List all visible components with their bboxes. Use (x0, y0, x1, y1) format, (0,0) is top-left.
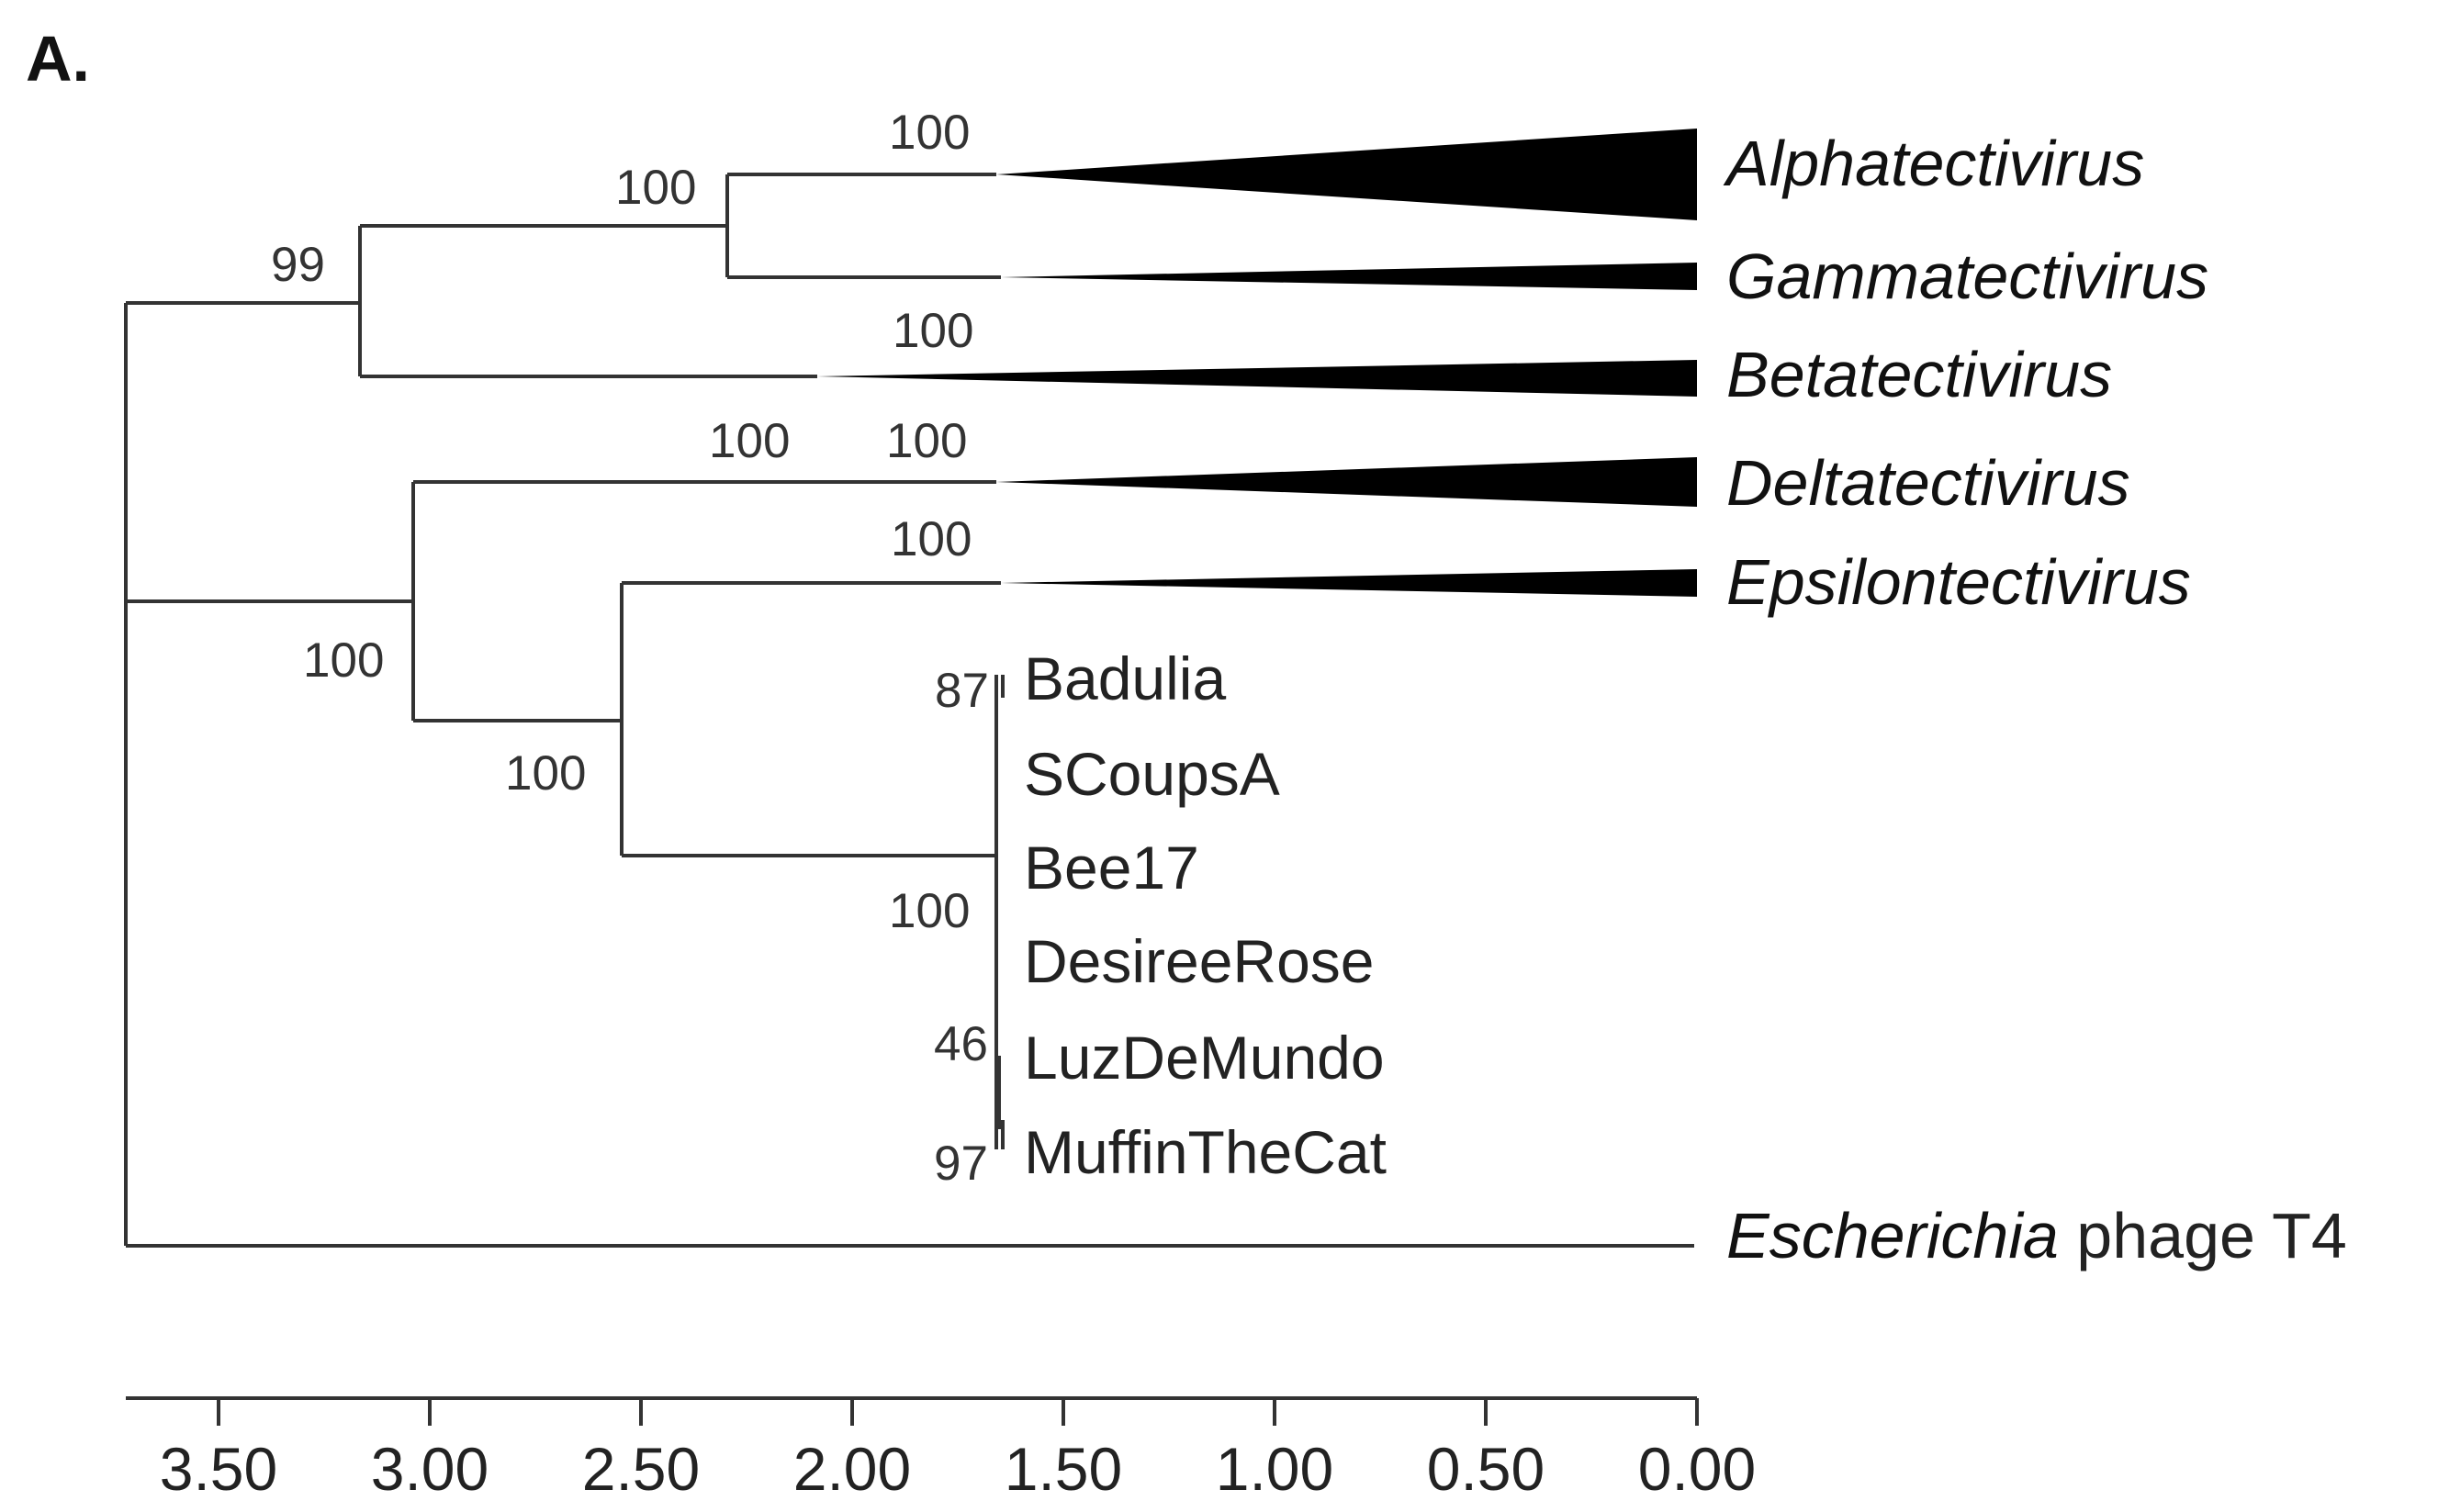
label-deltatectivirus: Deltatectivirus (1726, 447, 2130, 519)
bootstrap-epsilon-node: 100 (505, 746, 586, 801)
label-alphatectivirus: Alphatectivirus (1723, 128, 2144, 199)
axis-tick-label: 1.00 (1216, 1435, 1333, 1503)
axis-tick-label: 2.50 (582, 1435, 700, 1503)
scale-axis: 3.50 3.00 2.50 2.00 1.50 1.00 0.50 0.00 (126, 1396, 1756, 1503)
axis-tick-label: 3.00 (371, 1435, 489, 1503)
bootstrap-root-upper: 99 (271, 238, 325, 292)
wedge-gammatectivirus (1001, 263, 1697, 290)
leaf-bee17: Bee17 (1024, 834, 1199, 902)
panel-label: A. (26, 23, 90, 95)
clade-labels: Alphatectivirus Gammatectivirus Betatect… (1723, 128, 2208, 618)
wedge-betatectivirus (817, 360, 1697, 397)
axis-tick-label: 2.00 (793, 1435, 911, 1503)
axis-tick-label: 0.00 (1638, 1435, 1756, 1503)
leaf-muffinthecat: MuffinTheCat (1024, 1118, 1387, 1186)
leaf-luzdemundo: LuzDeMundo (1024, 1024, 1385, 1092)
collapsed-wedges (817, 129, 1697, 597)
wedge-epsilontectivirus (1001, 569, 1697, 597)
leaf-scoupsa: SCoupsA (1024, 740, 1280, 808)
outgroup-rest: phage T4 (2059, 1200, 2347, 1271)
axis-tick-label: 1.50 (1005, 1435, 1122, 1503)
wedge-deltatectivirus (996, 457, 1697, 507)
axis-tick-label: 3.50 (160, 1435, 277, 1503)
bootstrap-lower-node: 100 (303, 633, 384, 688)
axis-tick-label: 0.50 (1427, 1435, 1545, 1503)
bootstrap-values: 99 100 100 100 100 100 100 100 100 87 10… (271, 106, 989, 1191)
bootstrap-badulia: 87 (935, 664, 989, 718)
tree-branches (124, 173, 1694, 1248)
bootstrap-alpha-gamma: 100 (615, 161, 696, 215)
bootstrap-alpha: 100 (889, 106, 970, 160)
leaf-badulia: Badulia (1024, 644, 1226, 712)
bootstrap-epsilon: 100 (891, 512, 972, 566)
wedge-alphatectivirus (996, 129, 1697, 220)
label-epsilontectivirus: Epsilontectivirus (1726, 546, 2191, 618)
bootstrap-delta-b: 100 (886, 414, 967, 468)
bootstrap-group-node: 100 (889, 884, 970, 938)
bootstrap-luzdemundo: 46 (934, 1017, 988, 1071)
leaf-desireerose: DesireeRose (1024, 927, 1375, 995)
label-betatectivirus: Betatectivirus (1726, 339, 2112, 410)
leaf-labels: Badulia SCoupsA Bee17 DesireeRose LuzDeM… (1024, 644, 1387, 1186)
bootstrap-beta: 100 (893, 304, 973, 358)
bootstrap-muffinthecat: 97 (934, 1137, 988, 1191)
bootstrap-delta-a: 100 (709, 414, 790, 468)
label-gammatectivirus: Gammatectivirus (1726, 241, 2208, 312)
outgroup-genus: Escherichia (1726, 1200, 2059, 1271)
label-outgroup: Escherichia phage T4 (1726, 1200, 2347, 1271)
